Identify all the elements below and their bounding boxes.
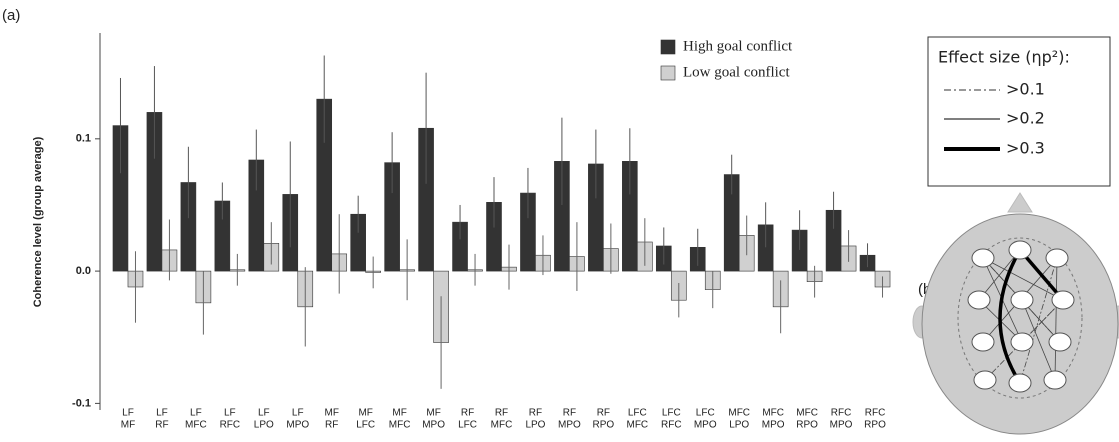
legend-label: Low goal conflict — [683, 64, 790, 80]
head-diagram — [913, 193, 1119, 434]
x-tick-label: LPO — [729, 420, 749, 431]
x-tick-label: MF — [358, 408, 372, 419]
x-tick-label: RFC — [831, 408, 852, 419]
x-tick-label: MFC — [389, 420, 411, 431]
x-tick-label: MPO — [422, 420, 445, 431]
x-tick-label: RF — [529, 408, 542, 419]
x-tick-label: MFC — [491, 420, 513, 431]
x-tick-label: LF — [190, 408, 202, 419]
x-tick-label: MPO — [558, 420, 581, 431]
x-tick-label: LF — [156, 408, 168, 419]
x-tick-label: MF — [121, 420, 135, 431]
x-tick-label: MPO — [694, 420, 717, 431]
x-tick-label: LF — [122, 408, 134, 419]
y-tick-label: 0.1 — [76, 133, 91, 145]
x-tick-label: RPO — [593, 420, 615, 431]
x-tick-label: RF — [155, 420, 168, 431]
x-tick-label: LFC — [356, 420, 375, 431]
x-tick-label: RPO — [796, 420, 818, 431]
x-tick-label: MFC — [626, 420, 648, 431]
x-tick-label: LFC — [696, 408, 715, 419]
x-tick-label: LFC — [662, 408, 681, 419]
x-tick-label: RF — [495, 408, 508, 419]
x-tick-label: MFC — [762, 408, 784, 419]
legend-swatch — [661, 66, 675, 80]
y-tick-label: 0.0 — [76, 265, 91, 277]
x-tick-label: MPO — [830, 420, 853, 431]
x-tick-label: LPO — [525, 420, 545, 431]
x-tick-label: MFC — [185, 420, 207, 431]
x-tick-label: RFC — [865, 408, 886, 419]
panel-label: (a) — [2, 7, 20, 24]
x-tick-label: RF — [597, 408, 610, 419]
effect-legend-title: Effect size (ηp²): — [938, 48, 1070, 67]
x-tick-label: LFC — [628, 408, 647, 419]
x-tick-label: RPO — [864, 420, 886, 431]
effect-legend-entry: >0.2 — [1006, 109, 1045, 128]
y-axis-label: Coherence level (group average) — [32, 136, 44, 307]
legend-label: High goal conflict — [683, 38, 793, 54]
effect-legend-entry: >0.3 — [1006, 139, 1045, 158]
y-tick-label: -0.1 — [72, 397, 91, 409]
x-tick-label: MFC — [728, 408, 750, 419]
x-tick-label: RFC — [220, 420, 241, 431]
figure: (a) Coherence level (group average) Effe… — [0, 0, 1119, 442]
x-tick-label: LFC — [458, 420, 477, 431]
x-tick-label: MPO — [286, 420, 309, 431]
x-tick-label: MPO — [762, 420, 785, 431]
x-tick-label: RFC — [661, 420, 682, 431]
x-tick-label: RF — [325, 420, 338, 431]
x-tick-label: LF — [258, 408, 270, 419]
x-tick-label: LPO — [254, 420, 274, 431]
x-tick-label: MF — [426, 408, 440, 419]
x-tick-label: RF — [563, 408, 576, 419]
legend-swatch — [661, 40, 675, 54]
x-tick-label: MF — [324, 408, 338, 419]
x-tick-label: MF — [392, 408, 406, 419]
x-tick-label: MFC — [796, 408, 818, 419]
x-tick-label: LF — [224, 408, 236, 419]
x-tick-label: LF — [292, 408, 304, 419]
x-tick-label: RF — [461, 408, 474, 419]
effect-legend-entry: >0.1 — [1006, 80, 1045, 99]
